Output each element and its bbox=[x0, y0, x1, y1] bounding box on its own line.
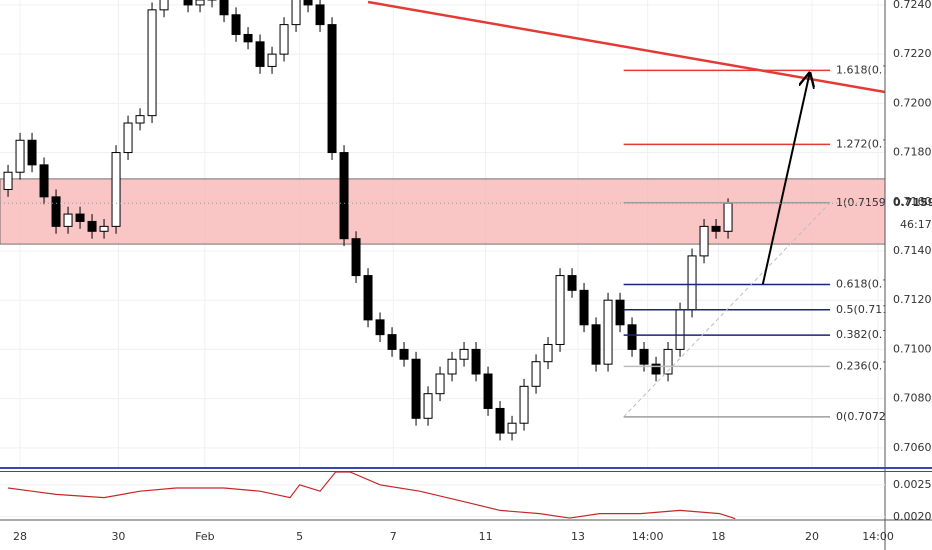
x-tick-label: 13 bbox=[571, 530, 585, 543]
candle-body bbox=[579, 289, 589, 326]
candle-body bbox=[411, 358, 421, 419]
candle-body bbox=[219, 0, 229, 16]
candle-body bbox=[603, 299, 613, 365]
candle-body bbox=[351, 238, 361, 277]
candle-body bbox=[147, 9, 157, 117]
fib-label: 0(0.70726 bbox=[836, 410, 893, 423]
candle-body bbox=[135, 115, 145, 124]
fib-label: 0.5(0.711 bbox=[836, 303, 889, 316]
candle-body bbox=[627, 324, 637, 350]
candle-body bbox=[543, 343, 553, 363]
candle-body bbox=[39, 164, 49, 198]
candle-body bbox=[711, 225, 721, 232]
candle-body bbox=[87, 220, 97, 232]
candle-body bbox=[723, 202, 733, 232]
candle-body bbox=[399, 348, 409, 360]
candle-body bbox=[231, 14, 241, 35]
x-tick-label: 28 bbox=[13, 530, 27, 543]
indicator-line bbox=[7, 472, 736, 520]
candle-body bbox=[555, 275, 565, 345]
candle-body bbox=[315, 4, 325, 26]
candle-body bbox=[435, 373, 445, 395]
x-tick-label: 30 bbox=[111, 530, 125, 543]
candle-body bbox=[651, 363, 661, 375]
candle-body bbox=[267, 53, 277, 67]
fib-label: 0.618(0.7 bbox=[836, 277, 889, 290]
x-tick-label: Feb bbox=[195, 530, 214, 543]
candle-body bbox=[3, 171, 13, 190]
countdown-label: 46:17 bbox=[900, 218, 932, 231]
x-tick-label: 5 bbox=[296, 530, 303, 543]
fib-diagonal bbox=[623, 202, 831, 418]
candle-body bbox=[387, 334, 397, 350]
candle-body bbox=[111, 152, 121, 227]
plot-area: 1.618(0.7 1.272(0.7 1(0.71596 0.618(0.7 0.5(… bbox=[0, 0, 893, 468]
candle-body bbox=[27, 139, 37, 166]
trend-line bbox=[367, 0, 885, 94]
indicator-tick-label: 0.0025 bbox=[893, 478, 932, 491]
candle-body bbox=[339, 152, 349, 240]
candle-body bbox=[255, 41, 265, 67]
x-tick-label: 14:00 bbox=[632, 530, 664, 543]
candle-body bbox=[195, 0, 205, 6]
candle-body bbox=[303, 0, 313, 6]
fib-label: 1.618(0.7 bbox=[836, 63, 889, 76]
fib-label: 0.236(0.7 bbox=[836, 359, 889, 372]
candle-body bbox=[243, 33, 253, 43]
candle-body bbox=[447, 358, 457, 375]
candle-body bbox=[423, 393, 433, 419]
candle-body bbox=[483, 373, 493, 409]
candle-body bbox=[123, 122, 133, 154]
candle-body bbox=[51, 196, 61, 227]
candle-body bbox=[183, 0, 193, 6]
projection-arrow bbox=[761, 73, 810, 285]
x-tick-label: 20 bbox=[805, 530, 819, 543]
candle-body bbox=[567, 275, 577, 291]
candle-body bbox=[459, 348, 469, 360]
fib-label: 1.272(0.7 bbox=[836, 137, 889, 150]
candle-body bbox=[639, 348, 649, 365]
candle-body bbox=[279, 24, 289, 55]
x-tick-label: 18 bbox=[711, 530, 725, 543]
candle-body bbox=[471, 348, 481, 375]
candle-body bbox=[327, 24, 337, 154]
fib-label: 1(0.71596 bbox=[836, 196, 893, 209]
candle-body bbox=[159, 0, 169, 11]
candle-body bbox=[675, 309, 685, 350]
candle-body bbox=[591, 324, 601, 365]
candle-body bbox=[375, 319, 385, 336]
candle-body bbox=[687, 255, 697, 311]
candle-body bbox=[699, 225, 709, 257]
x-tick-label: 14:00 bbox=[862, 530, 894, 543]
indicator-tick-label: 0.0020 bbox=[893, 510, 932, 523]
candle-body bbox=[615, 299, 625, 326]
support-zone bbox=[0, 178, 885, 245]
candle-body bbox=[495, 407, 505, 434]
candle-body bbox=[363, 275, 373, 321]
candle-body bbox=[75, 213, 85, 222]
x-tick-label: 11 bbox=[479, 530, 493, 543]
candle-body bbox=[663, 348, 673, 375]
candle-body bbox=[531, 361, 541, 387]
x-tick-label: 7 bbox=[390, 530, 397, 543]
candle-body bbox=[519, 385, 529, 424]
candle-body bbox=[99, 225, 109, 232]
candle-body bbox=[291, 0, 301, 26]
candle-body bbox=[15, 139, 25, 173]
candle-body bbox=[63, 213, 73, 227]
candle-body bbox=[507, 422, 517, 434]
fib-label: 0.382(0.7 bbox=[836, 328, 889, 341]
